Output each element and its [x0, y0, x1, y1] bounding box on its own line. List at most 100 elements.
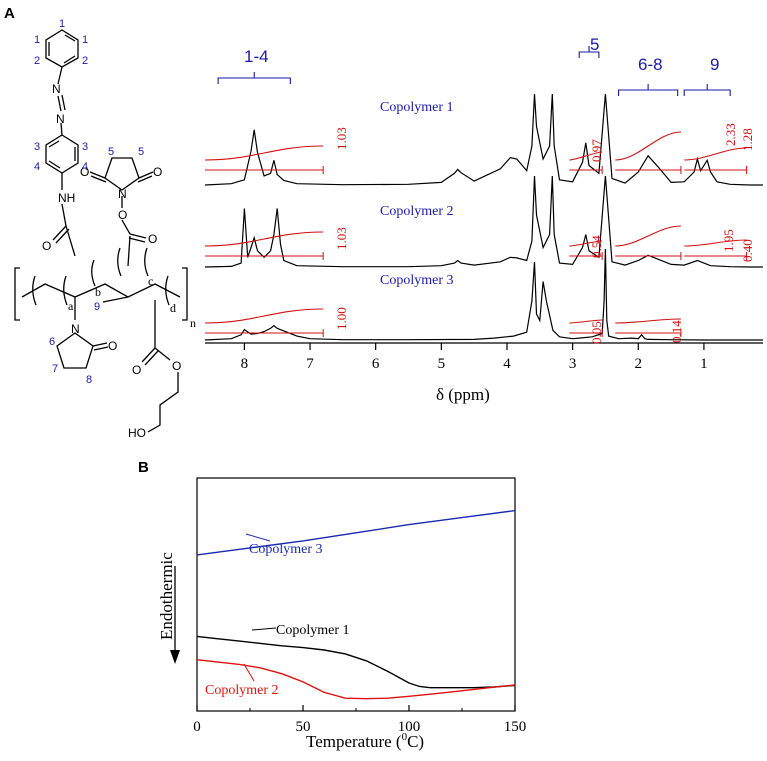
- region-label-9: 9: [710, 55, 719, 74]
- o-to-ester-bond: [121, 219, 131, 235]
- nmr-x-tick-label: 5: [438, 356, 446, 372]
- nmr-x-tick-label: 6: [372, 356, 380, 372]
- position-number: 9: [94, 301, 100, 313]
- azo-double-bond: [61, 94, 66, 111]
- succinimide-oxygen-label: O: [80, 165, 89, 179]
- nmr-trace-3: [204, 248, 763, 341]
- dsc-plot-frame: [196, 477, 516, 712]
- region-label-5: 5: [590, 35, 599, 54]
- integral-label: 0.97: [589, 139, 604, 162]
- integral-label: 1.03: [334, 227, 349, 250]
- carbonyl-double-bond: [55, 228, 70, 244]
- dsc-label-copolymer-1: Copolymer 1: [276, 623, 350, 638]
- amide-to-backbone-bond: [65, 225, 76, 257]
- dsc-trace-copolymer-2: [196, 659, 516, 700]
- nh-label: NH: [58, 191, 75, 205]
- nmr-x-axis-title: δ (ppm): [436, 385, 490, 404]
- integral-label: 0.54: [589, 235, 604, 258]
- nmr-x-tick-label: 7: [306, 356, 314, 372]
- position-number: 4: [82, 161, 88, 173]
- hydroxyethyl-chain: [147, 372, 179, 433]
- region-label-1-4: 1-4: [244, 47, 269, 66]
- dsc-trace-copolymer-1: [196, 635, 516, 689]
- integral-curve: [684, 147, 747, 161]
- pyrrolidone-ring: [56, 332, 94, 369]
- succinimide-carbonyl: [138, 171, 154, 179]
- nmr-x-tick-label: 1: [700, 356, 708, 372]
- subunit-bracket-c: [144, 247, 149, 277]
- position-number: 6: [49, 336, 55, 348]
- integral-curve: [684, 239, 747, 247]
- position-number: 3: [34, 141, 40, 153]
- azo-nitrogen-label: N: [56, 112, 65, 126]
- integral-curve: [204, 145, 324, 161]
- dsc-label-copolymer-2: Copolymer 2: [205, 683, 279, 698]
- position-number: 4: [34, 161, 40, 173]
- region-bracket: [217, 72, 291, 84]
- succinimide-nitrogen-label: N: [118, 187, 127, 201]
- amide-oxygen-label: O: [42, 239, 51, 253]
- ester-oxygen-label: O: [118, 208, 127, 222]
- dsc-x-tick-label: 150: [504, 719, 527, 735]
- position-number: 5: [138, 146, 144, 158]
- benzene-ring-top: [45, 29, 79, 68]
- succinimide-carbonyl: [137, 175, 153, 183]
- methyl-bond: [102, 296, 129, 303]
- azo-bond: [57, 66, 63, 85]
- dsc-x-tick-label: 0: [193, 719, 201, 735]
- nmr-trace-2: [204, 175, 763, 268]
- region-bracket: [618, 84, 679, 96]
- dsc-ticks: 0 50 100 150: [193, 705, 526, 735]
- endothermic-arrowhead: [170, 650, 180, 664]
- integral-label: 1.03: [334, 127, 349, 150]
- subscript-b: b: [95, 285, 101, 299]
- dsc-label-copolymer-3: Copolymer 3: [249, 542, 323, 557]
- nmr-ticks: 8 7 6 5 4 3 2 1: [241, 343, 708, 372]
- azo-nitrogen-label: N: [52, 82, 61, 96]
- subunit-bracket-d: [165, 275, 170, 306]
- ring-double-bond: [48, 140, 60, 148]
- ring-double-bond: [48, 160, 61, 169]
- subscript-n: n: [190, 316, 196, 330]
- benzene-ring-middle: [45, 134, 79, 174]
- subscript-c: c: [148, 274, 153, 288]
- chemical-structure: [14, 29, 188, 433]
- polymer-backbone: [21, 283, 181, 298]
- position-number: 2: [82, 55, 88, 67]
- integral-curve: [615, 225, 681, 247]
- integral-curve: [204, 231, 324, 247]
- ring-double-bond: [63, 55, 76, 64]
- position-number: 7: [52, 363, 58, 375]
- succinimide-ring: [104, 157, 140, 191]
- integral-label: 0.05: [589, 321, 604, 344]
- label-arrow-copolymer-1: [251, 627, 277, 631]
- azo-double-bond: [57, 95, 62, 112]
- nmr-x-tick-label: 8: [241, 356, 249, 372]
- position-number: 2: [34, 55, 40, 67]
- dsc-trace-copolymer-3: [196, 509, 516, 556]
- series-label-copolymer-2: Copolymer 2: [380, 204, 454, 219]
- ester-single-bond: [154, 347, 171, 361]
- succinimide-carbonyl: [89, 171, 106, 179]
- ester-oxygen-label: O: [172, 359, 181, 373]
- dsc-y-axis-title: Endothermic: [157, 552, 176, 640]
- integral-curve: [569, 240, 603, 247]
- nh-to-carbonyl-bond: [61, 203, 67, 227]
- dsc-x-tick-label: 50: [296, 719, 311, 735]
- integral-label: 0.14: [669, 320, 684, 343]
- panel-letter-b: B: [138, 459, 149, 476]
- position-number: 1: [82, 34, 88, 46]
- integral-curve: [615, 131, 681, 161]
- ester-oxygen-label: O: [148, 232, 157, 246]
- ester-double-bond: [141, 347, 156, 363]
- ester-oxygen-label: O: [132, 363, 141, 377]
- panel-letter-a: A: [4, 5, 15, 22]
- dsc-plot: 0 50 100 150: [170, 477, 526, 735]
- label-arrow-copolymer-2: [243, 663, 255, 682]
- dsc-label-arrows: [243, 533, 277, 682]
- nmr-x-tick-label: 4: [503, 356, 511, 372]
- subunit-bracket-c: [117, 247, 122, 277]
- integral-label: 1.00: [334, 307, 349, 330]
- outer-bracket-left: [14, 267, 20, 321]
- ester-double-bond: [128, 237, 146, 243]
